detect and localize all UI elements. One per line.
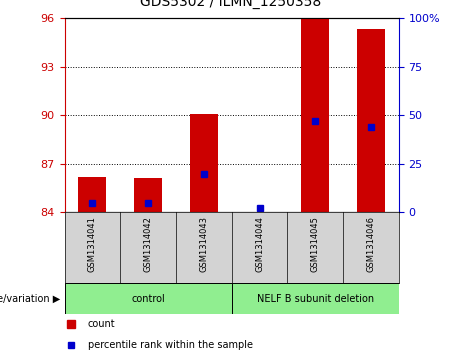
Text: GSM1314044: GSM1314044 [255, 216, 264, 272]
Bar [134, 178, 162, 212]
Text: control: control [131, 294, 165, 303]
Text: genotype/variation ▶: genotype/variation ▶ [0, 294, 60, 303]
Bar [78, 177, 106, 212]
Text: count: count [88, 319, 116, 330]
Text: GSM1314045: GSM1314045 [311, 216, 320, 272]
Bar [65, 283, 231, 314]
Bar [231, 283, 399, 314]
Text: NELF B subunit deletion: NELF B subunit deletion [257, 294, 374, 303]
Text: GSM1314041: GSM1314041 [88, 216, 97, 272]
Text: GSM1314043: GSM1314043 [199, 216, 208, 272]
Bar [190, 114, 218, 212]
Text: percentile rank within the sample: percentile rank within the sample [88, 340, 253, 350]
Text: GSM1314046: GSM1314046 [366, 216, 375, 272]
Text: GDS5302 / ILMN_1250358: GDS5302 / ILMN_1250358 [140, 0, 321, 9]
Text: GSM1314042: GSM1314042 [143, 216, 153, 272]
Bar [301, 18, 329, 212]
Bar [357, 29, 385, 212]
